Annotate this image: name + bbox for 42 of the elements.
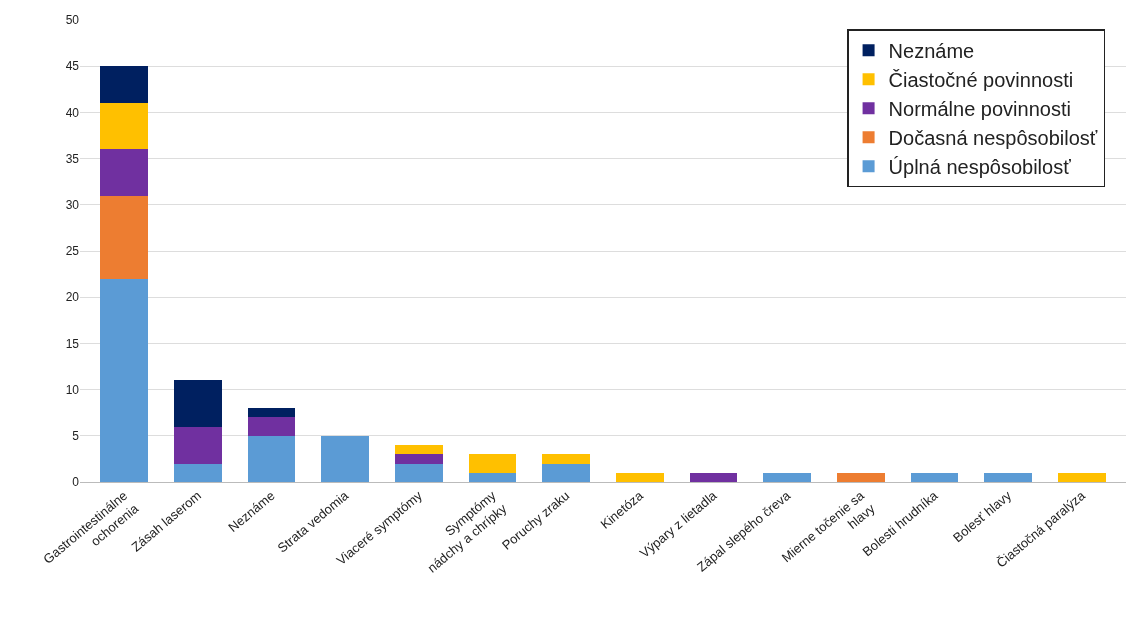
legend-label: Neznáme (888, 40, 975, 63)
bar (100, 195, 149, 279)
y-tick-label: 0 (72, 475, 80, 490)
bar (173, 380, 222, 427)
legend-label: Dočasná nespôsobilosť (888, 127, 1098, 150)
bar (689, 472, 738, 482)
y-tick-label: 50 (65, 13, 80, 28)
bar (542, 463, 591, 482)
bar (468, 472, 517, 482)
bar (910, 472, 959, 482)
bar (247, 408, 296, 418)
bar (100, 103, 149, 150)
y-tick-label: 10 (65, 382, 80, 397)
y-tick-label: 35 (65, 151, 80, 166)
bar (100, 66, 149, 104)
y-tick-label: 15 (65, 336, 80, 351)
y-tick-label: 25 (65, 244, 80, 259)
bar (100, 278, 149, 482)
bar (100, 149, 149, 196)
bar (984, 472, 1033, 482)
bar (836, 472, 885, 482)
y-tick-label: 40 (65, 105, 80, 120)
bar (173, 463, 222, 482)
bar (394, 445, 443, 455)
bar (394, 454, 443, 464)
bar (247, 417, 296, 436)
bar (247, 435, 296, 482)
bar (542, 454, 591, 464)
bar (615, 472, 664, 482)
y-tick-label: 20 (65, 290, 80, 305)
bar (468, 454, 517, 473)
legend-label: Normálne povinnosti (888, 98, 1071, 121)
legend-label: Úplná nespôsobilosť (888, 156, 1072, 179)
bar (321, 435, 370, 482)
bar (394, 463, 443, 482)
y-tick-label: 5 (72, 429, 80, 443)
bar (763, 472, 812, 482)
bar (1057, 472, 1106, 482)
legend-label: Čiastočné povinnosti (888, 69, 1074, 92)
bar (173, 426, 222, 464)
y-tick-label: 30 (65, 198, 80, 212)
y-tick-label: 45 (65, 59, 80, 74)
